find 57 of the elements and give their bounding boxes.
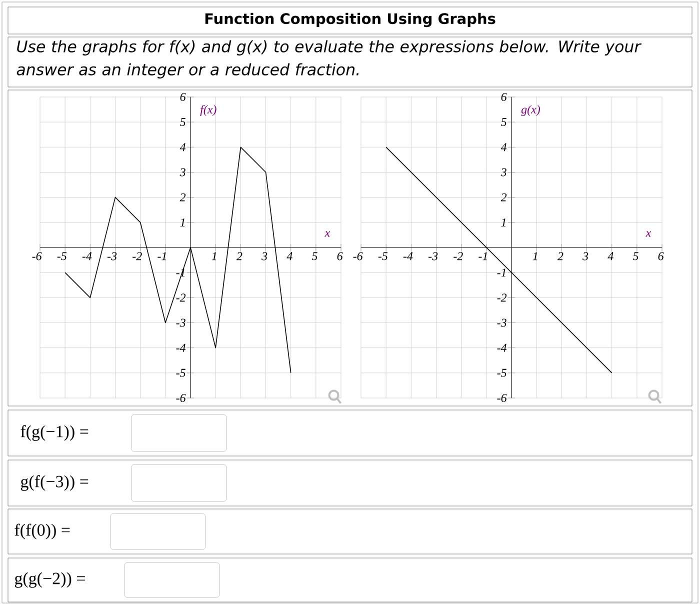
text: f(f(0)) =: [14, 524, 70, 540]
y-tick-label: 3: [500, 168, 506, 176]
x-tick-label: 4: [608, 252, 614, 260]
x-tick-label: 2: [236, 252, 242, 260]
y-tick-label: -6: [176, 394, 186, 402]
y-tick-label: -3: [176, 318, 186, 327]
y-tick-label: 2: [180, 193, 186, 202]
text: g(g(−2)) =: [14, 572, 85, 588]
x-tick-label: -4: [403, 252, 413, 260]
x-tick-label: 2: [557, 252, 564, 260]
x-tick-label: -6: [32, 252, 42, 260]
x-tick-label: 5: [312, 252, 318, 260]
chart-subtitle: Use the graphs for f(x) and g(x) to evaluate the expressions below. Write your answer as an integer or a reduced fraction.: [16, 40, 642, 78]
x-tick-label: 4: [286, 252, 292, 260]
text: f(g(−1)) =: [20, 425, 88, 441]
text: g(f(−3)) =: [20, 475, 88, 491]
x-tick-label: 1: [212, 252, 216, 260]
x-axis-title: x: [324, 231, 330, 237]
y-tick-label: 5: [180, 118, 186, 126]
y-tick-label: -1: [497, 268, 506, 277]
x-tick-label: -3: [108, 252, 117, 260]
y-tick-label: 5: [501, 118, 506, 126]
x-tick-label: -6: [353, 252, 363, 260]
x-tick-label: 6: [658, 252, 664, 260]
y-tick-label: -6: [497, 394, 507, 402]
y-tick-label: -5: [176, 368, 186, 377]
y-tick-label: -2: [497, 294, 507, 302]
x-tick-label: -1: [158, 252, 166, 260]
y-tick-label: -4: [176, 344, 186, 352]
x-tick-label: -2: [454, 252, 463, 260]
y-axis-title: f(x): [200, 105, 216, 116]
y-tick-label: 1: [501, 218, 506, 226]
x-tick-label: -4: [82, 252, 92, 260]
y-axis-title: g(x): [521, 105, 540, 116]
x-tick-label: -1: [478, 252, 487, 260]
chart-title: Function Composition Using Graphs: [205, 12, 496, 28]
y-tick-label: -4: [497, 344, 507, 352]
y-tick-label: 6: [180, 92, 186, 102]
x-tick-label: 6: [337, 252, 343, 260]
y-tick-label: 6: [501, 92, 507, 102]
y-tick-label: 4: [500, 143, 507, 152]
y-tick-label: 1: [180, 218, 185, 226]
y-tick-label: 3: [180, 168, 186, 176]
y-tick-label: -2: [176, 294, 186, 302]
x-tick-label: 5: [632, 252, 638, 260]
x-tick-label: -2: [132, 252, 142, 260]
x-axis-title: x: [646, 231, 652, 237]
x-tick-label: 3: [582, 252, 588, 260]
x-tick-label: -5: [57, 252, 67, 260]
y-tick-label: 2: [500, 193, 507, 202]
y-tick-label: 4: [180, 143, 186, 152]
y-tick-label: -3: [497, 318, 506, 327]
x-tick-label: 3: [262, 252, 268, 260]
x-tick-label: -5: [378, 252, 388, 260]
y-tick-label: -5: [497, 368, 506, 377]
x-tick-label: 1: [532, 252, 538, 260]
x-tick-label: -3: [428, 252, 438, 260]
